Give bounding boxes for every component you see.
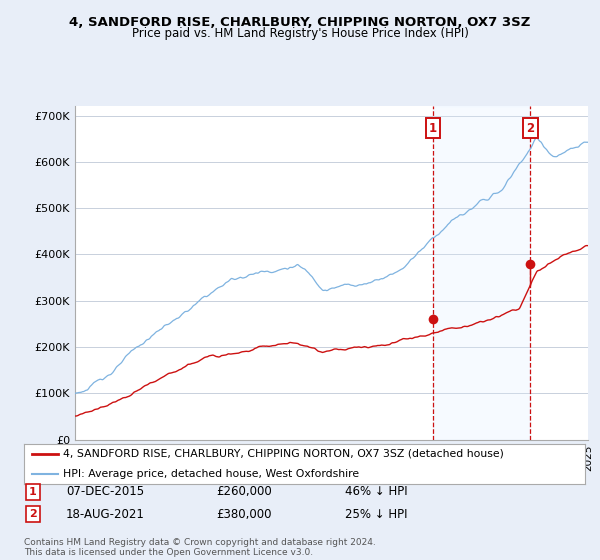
Text: 07-DEC-2015: 07-DEC-2015	[66, 485, 144, 498]
Text: 1: 1	[429, 122, 437, 134]
Text: 1: 1	[29, 487, 37, 497]
Text: 18-AUG-2021: 18-AUG-2021	[66, 507, 145, 521]
Text: HPI: Average price, detached house, West Oxfordshire: HPI: Average price, detached house, West…	[63, 469, 359, 479]
Text: 46% ↓ HPI: 46% ↓ HPI	[345, 485, 407, 498]
Text: 25% ↓ HPI: 25% ↓ HPI	[345, 507, 407, 521]
Text: £380,000: £380,000	[216, 507, 271, 521]
Text: 4, SANDFORD RISE, CHARLBURY, CHIPPING NORTON, OX7 3SZ: 4, SANDFORD RISE, CHARLBURY, CHIPPING NO…	[70, 16, 530, 29]
Text: Price paid vs. HM Land Registry's House Price Index (HPI): Price paid vs. HM Land Registry's House …	[131, 27, 469, 40]
Text: £260,000: £260,000	[216, 485, 272, 498]
Text: 2: 2	[29, 509, 37, 519]
Bar	[433, 106, 530, 440]
Text: 2: 2	[526, 122, 535, 134]
Text: 4, SANDFORD RISE, CHARLBURY, CHIPPING NORTON, OX7 3SZ (detached house): 4, SANDFORD RISE, CHARLBURY, CHIPPING NO…	[63, 449, 504, 459]
Text: Contains HM Land Registry data © Crown copyright and database right 2024.
This d: Contains HM Land Registry data © Crown c…	[24, 538, 376, 557]
